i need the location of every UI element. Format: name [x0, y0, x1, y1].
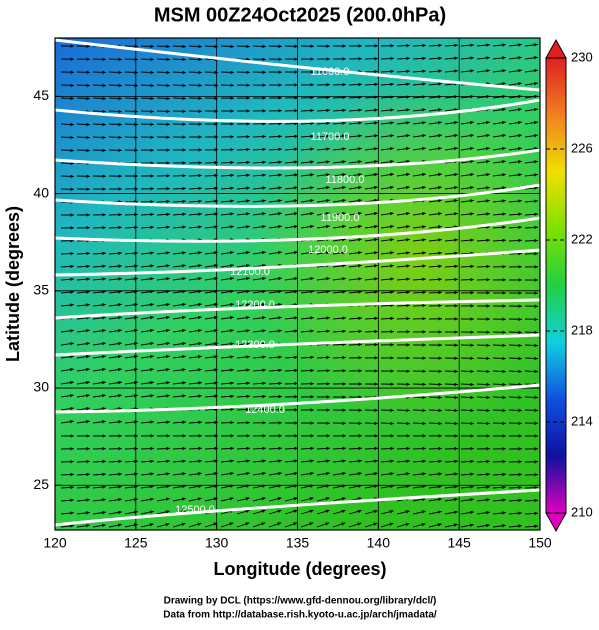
colorbar-tick-label: 218: [571, 322, 593, 337]
y-tick-label: 25: [33, 476, 49, 492]
contour-label: 11900.0: [321, 212, 360, 224]
contour-label: 12200.0: [235, 299, 275, 311]
y-tick-label: 30: [33, 379, 49, 395]
x-tick-label: 125: [124, 535, 148, 551]
credit: Data from http://database.rish.kyoto-u.a…: [163, 610, 437, 621]
x-tick-label: 135: [286, 535, 310, 551]
contour-label: 12100.0: [230, 266, 270, 278]
contour-label: 11800.0: [326, 174, 365, 186]
chart-title: MSM 00Z24Oct2025 (200.0hPa): [154, 4, 446, 26]
colorbar-tick-label: 214: [571, 413, 593, 428]
colorbar: [546, 58, 566, 513]
contour-label: 12300.0: [235, 339, 275, 351]
x-tick-label: 140: [367, 535, 391, 551]
x-tick-label: 130: [205, 535, 229, 551]
credit: Drawing by DCL (https://www.gfd-dennou.o…: [164, 596, 437, 607]
colorbar-top: [546, 40, 566, 58]
contour-label: 11600.0: [311, 66, 350, 78]
contour-label: 12000.0: [308, 244, 348, 256]
x-tick-label: 120: [43, 535, 67, 551]
contour-label: 12500.0: [175, 504, 215, 516]
x-tick-label: 150: [528, 535, 552, 551]
y-tick-label: 35: [33, 282, 49, 298]
plot-area: 11600.0 11700.0 11800.0 11900.0 12000.0 12100…: [33, 38, 551, 551]
y-axis-label: Latitude (degrees): [3, 206, 23, 362]
contour-label: 12400.0: [245, 404, 285, 416]
colorbar-tick-label: 230: [571, 49, 593, 64]
colorbar-bottom: [546, 513, 566, 531]
colorbar-tick-label: 222: [571, 231, 593, 246]
x-axis-label: Longitude (degrees): [213, 559, 386, 579]
x-tick-label: 145: [447, 535, 471, 551]
colorbar-tick-label: 210: [571, 504, 593, 519]
y-tick-label: 40: [33, 184, 49, 200]
contour-label: 11700.0: [311, 131, 350, 143]
y-tick-label: 45: [33, 87, 49, 103]
colorbar-tick-label: 226: [571, 140, 593, 155]
map-layer: 11600.0 11700.0 11800.0 11900.0 12000.0 12100…: [55, 38, 540, 530]
